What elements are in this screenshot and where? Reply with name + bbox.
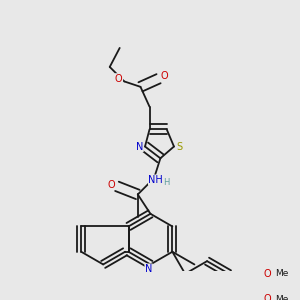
- Text: O: O: [160, 71, 168, 81]
- Text: O: O: [115, 74, 123, 84]
- Text: Me: Me: [275, 295, 289, 300]
- Text: H: H: [164, 178, 170, 187]
- Text: S: S: [176, 142, 182, 152]
- Text: N: N: [145, 264, 152, 274]
- Text: O: O: [263, 294, 271, 300]
- Text: O: O: [108, 179, 116, 190]
- Text: O: O: [263, 269, 271, 279]
- Text: NH: NH: [148, 175, 163, 185]
- Text: Me: Me: [275, 269, 289, 278]
- Text: N: N: [136, 142, 143, 152]
